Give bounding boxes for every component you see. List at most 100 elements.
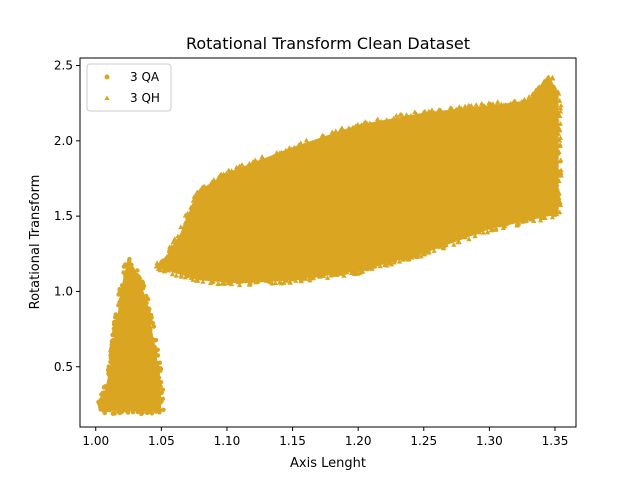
data-point-3qh [493, 225, 499, 231]
data-point-3qh [397, 112, 403, 117]
data-point-3qh [237, 282, 243, 288]
legend-marker-3qh [104, 95, 110, 100]
data-point-3qh [558, 157, 564, 162]
data-point-3qh [497, 220, 503, 226]
data-point-3qa [154, 406, 159, 411]
data-point-3qa [148, 327, 153, 332]
data-point-3qh [313, 272, 319, 278]
data-point-3qh [195, 273, 201, 279]
data-point-3qh [512, 98, 518, 103]
data-point-3qh [303, 137, 309, 143]
data-point-3qh [425, 113, 431, 119]
x-tick-label: 1.05 [148, 434, 175, 448]
data-point-3qa [149, 312, 154, 318]
data-point-3qh [422, 108, 428, 114]
data-point-3qa [140, 279, 145, 284]
data-point-3qh [284, 278, 290, 283]
data-point-3qh [208, 181, 214, 187]
data-point-3qh [431, 248, 437, 253]
data-point-3qh [244, 166, 250, 171]
data-point-3qa [116, 292, 121, 297]
data-point-3qa [129, 262, 134, 267]
data-point-3qh [388, 261, 395, 267]
data-point-3qh [264, 278, 270, 283]
data-point-3qh [312, 270, 318, 276]
data-point-3qh [541, 78, 547, 84]
data-point-3qh [158, 259, 164, 265]
data-point-3qh [552, 164, 558, 170]
data-point-3qh [273, 153, 279, 159]
data-point-3qh [334, 270, 340, 276]
data-point-3qh [557, 105, 564, 111]
data-point-3qa [143, 311, 148, 316]
data-point-3qh [181, 270, 187, 276]
data-point-3qa [102, 409, 107, 414]
data-point-3qh [551, 172, 557, 178]
data-point-3qh [479, 101, 485, 106]
data-point-3qh [471, 230, 478, 236]
data-point-3qh [541, 214, 547, 219]
data-point-3qh [182, 219, 189, 225]
data-point-3qh [554, 90, 560, 96]
data-point-3qh [233, 168, 239, 174]
data-point-3qh [189, 207, 195, 212]
data-point-3qa [116, 314, 121, 319]
data-point-3qh [438, 107, 444, 113]
data-point-3qh [490, 227, 496, 232]
data-point-3qa [155, 361, 161, 366]
data-point-3qa [113, 407, 118, 412]
data-point-3qh [403, 112, 410, 117]
data-point-3qh [178, 235, 184, 240]
data-point-3qh [478, 104, 484, 110]
data-point-3qh [271, 275, 277, 280]
data-point-3qh [217, 177, 223, 183]
x-tick-label: 1.35 [542, 434, 569, 448]
data-point-3qh [375, 122, 382, 128]
data-point-3qh [459, 109, 465, 115]
data-point-3qh [552, 140, 558, 146]
data-point-3qa [107, 369, 113, 374]
data-point-3qa [113, 355, 118, 360]
data-point-3qh [223, 170, 229, 176]
data-point-3qh [351, 268, 357, 273]
legend-label-3qa: 3 QA [130, 70, 160, 84]
data-point-3qa [109, 405, 115, 410]
data-point-3qh [244, 277, 250, 283]
data-point-3qh [472, 233, 478, 239]
data-point-3qh [294, 147, 300, 152]
data-point-3qh [293, 278, 299, 283]
data-point-3qh [329, 129, 335, 135]
data-point-3qh [510, 101, 516, 107]
data-point-3qh [346, 129, 352, 134]
data-point-3qh [529, 98, 535, 104]
data-point-3qh [490, 101, 496, 107]
data-point-3qa [141, 283, 147, 289]
data-point-3qh [401, 252, 407, 258]
data-point-3qh [169, 271, 175, 277]
data-point-3qa [144, 300, 149, 306]
data-point-3qa [108, 376, 113, 381]
data-point-3qa [146, 407, 151, 412]
data-point-3qh [317, 274, 323, 279]
data-point-3qh [380, 120, 386, 125]
data-point-3qh [278, 280, 285, 286]
data-point-3qa [148, 319, 153, 324]
data-point-3qh [256, 277, 262, 283]
data-point-3qh [333, 128, 339, 134]
data-point-3qa [135, 409, 140, 415]
data-point-3qh [326, 268, 332, 273]
data-point-3qh [421, 249, 427, 255]
data-point-3qh [442, 240, 449, 245]
data-point-3qh [429, 245, 436, 250]
data-point-3qh [462, 234, 468, 240]
data-point-3qh [336, 132, 342, 138]
data-point-3qh [194, 189, 200, 195]
data-point-3qh [200, 279, 206, 284]
data-point-3qh [426, 249, 432, 255]
data-point-3qh [321, 273, 327, 278]
data-point-3qh [477, 226, 483, 232]
data-point-3qh [280, 274, 286, 280]
data-point-3qa [152, 345, 158, 350]
data-point-3qh [423, 248, 429, 253]
